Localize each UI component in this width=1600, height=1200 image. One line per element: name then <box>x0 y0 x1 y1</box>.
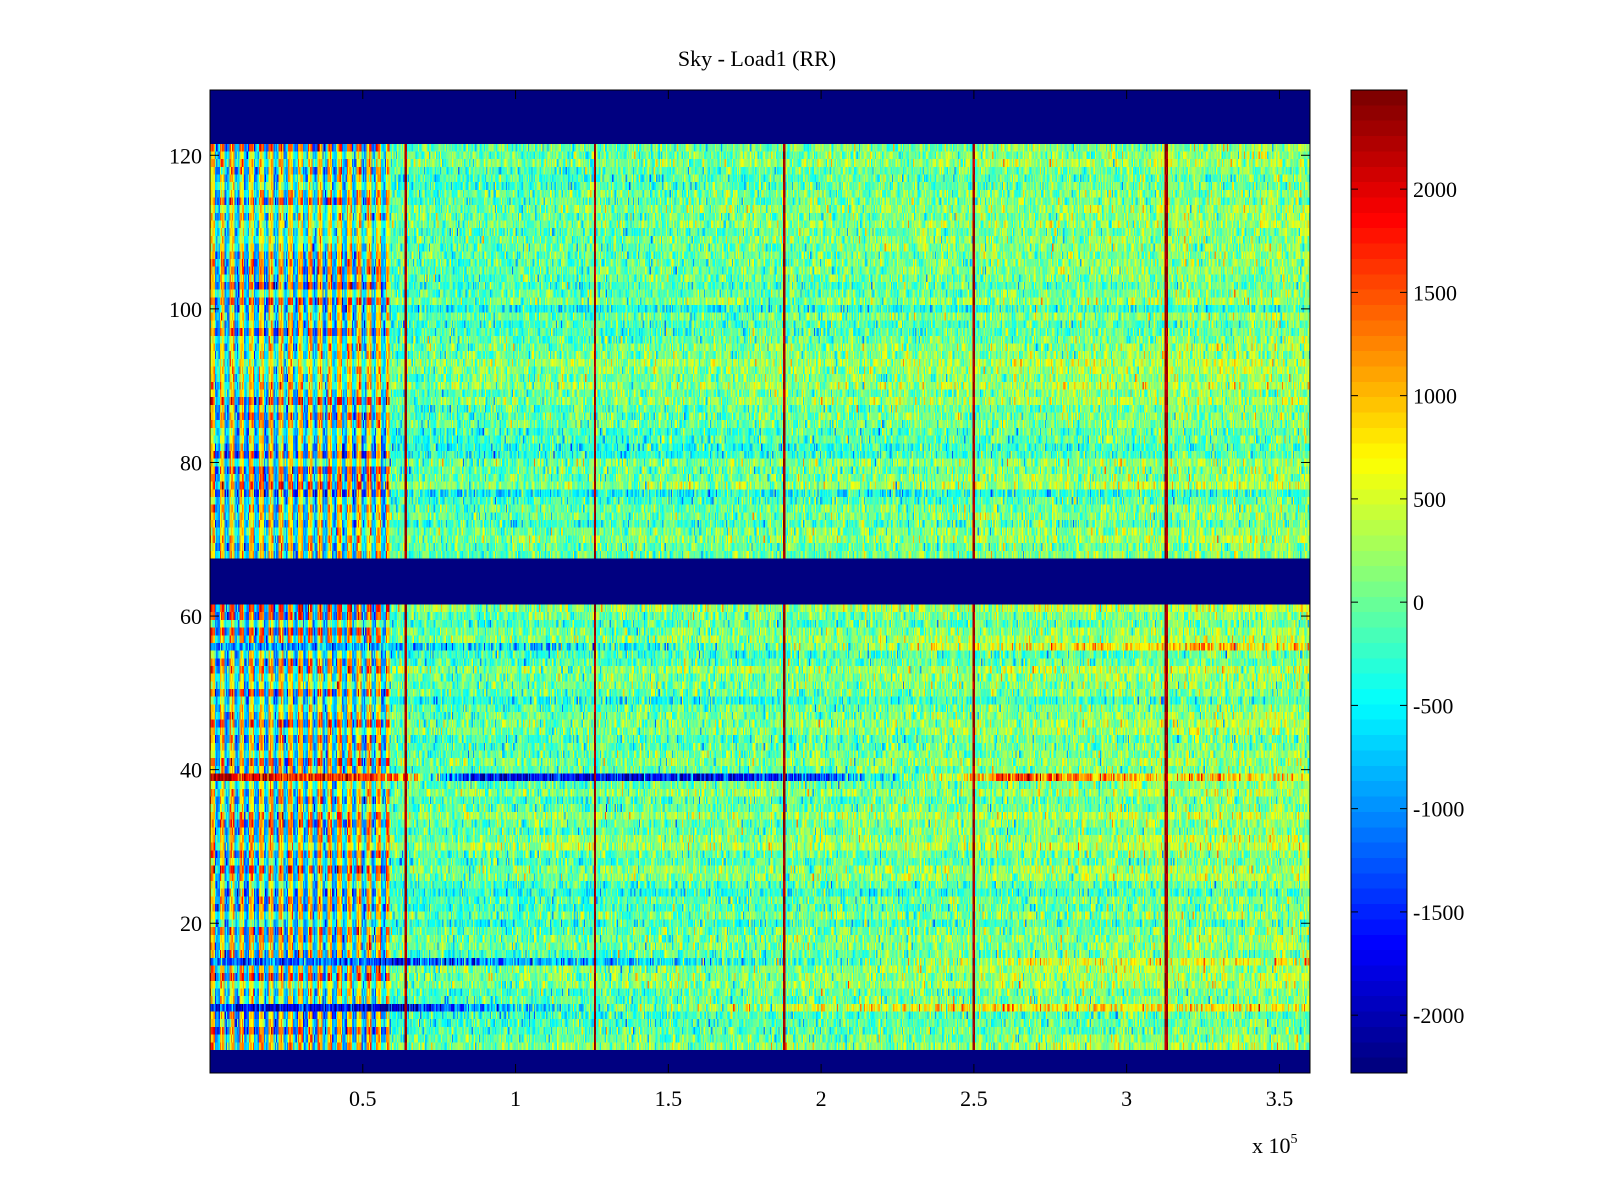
y-tick-label: 20 <box>180 911 202 936</box>
x-multiplier-base: x 10 <box>1252 1133 1291 1158</box>
x-tick-label: 1 <box>510 1086 521 1111</box>
colorbar-tick-label: -500 <box>1413 693 1453 718</box>
x-tick-label: 0.5 <box>349 1086 377 1111</box>
colorbar-frame <box>1350 89 1408 1074</box>
y-tick-label: 40 <box>180 758 202 783</box>
x-axis: 0.5 1 1.5 2 2.5 3 3.5 <box>349 90 1293 1111</box>
y-tick-label: 60 <box>180 604 202 629</box>
colorbar-tick-label: 0 <box>1413 590 1424 615</box>
colorbar-tick-label: 1500 <box>1413 280 1457 305</box>
chart-title: Sky - Load1 (RR) <box>678 46 836 71</box>
y-tick-label: 120 <box>169 143 202 168</box>
x-tick-label: 1.5 <box>655 1086 683 1111</box>
colorbar-tick-label: 2000 <box>1413 177 1457 202</box>
y-tick-label: 100 <box>169 297 202 322</box>
svg-text:x 105: x 105 <box>1252 1132 1298 1158</box>
colorbar-axis: 2000 1500 1000 500 0 -500 -1000 -1500 -2000 <box>1351 177 1464 1028</box>
colorbar-gradient <box>1351 90 1407 1073</box>
x-tick-label: 2 <box>816 1086 827 1111</box>
colorbar-tick-label: 500 <box>1413 487 1446 512</box>
x-multiplier-exponent: 5 <box>1291 1132 1298 1147</box>
colorbar: 2000 1500 1000 500 0 -500 -1000 -1500 -2000 <box>1350 89 1464 1074</box>
colorbar-tick-label: -2000 <box>1413 1003 1464 1028</box>
colorbar-tick-label: 1000 <box>1413 384 1457 409</box>
colorbar-tick-label: -1500 <box>1413 900 1464 925</box>
colorbar-tick-label: -1000 <box>1413 797 1464 822</box>
x-multiplier-label: x 105 <box>1252 1132 1298 1158</box>
heatmap-image <box>210 90 1310 1073</box>
plot-frame <box>209 89 1311 1074</box>
y-tick-label: 80 <box>180 450 202 475</box>
y-axis: 20 40 60 80 100 120 <box>169 143 1310 936</box>
x-tick-label: 3.5 <box>1266 1086 1294 1111</box>
plot-area <box>209 89 1311 1074</box>
x-tick-label: 3 <box>1121 1086 1132 1111</box>
x-tick-label: 2.5 <box>960 1086 988 1111</box>
